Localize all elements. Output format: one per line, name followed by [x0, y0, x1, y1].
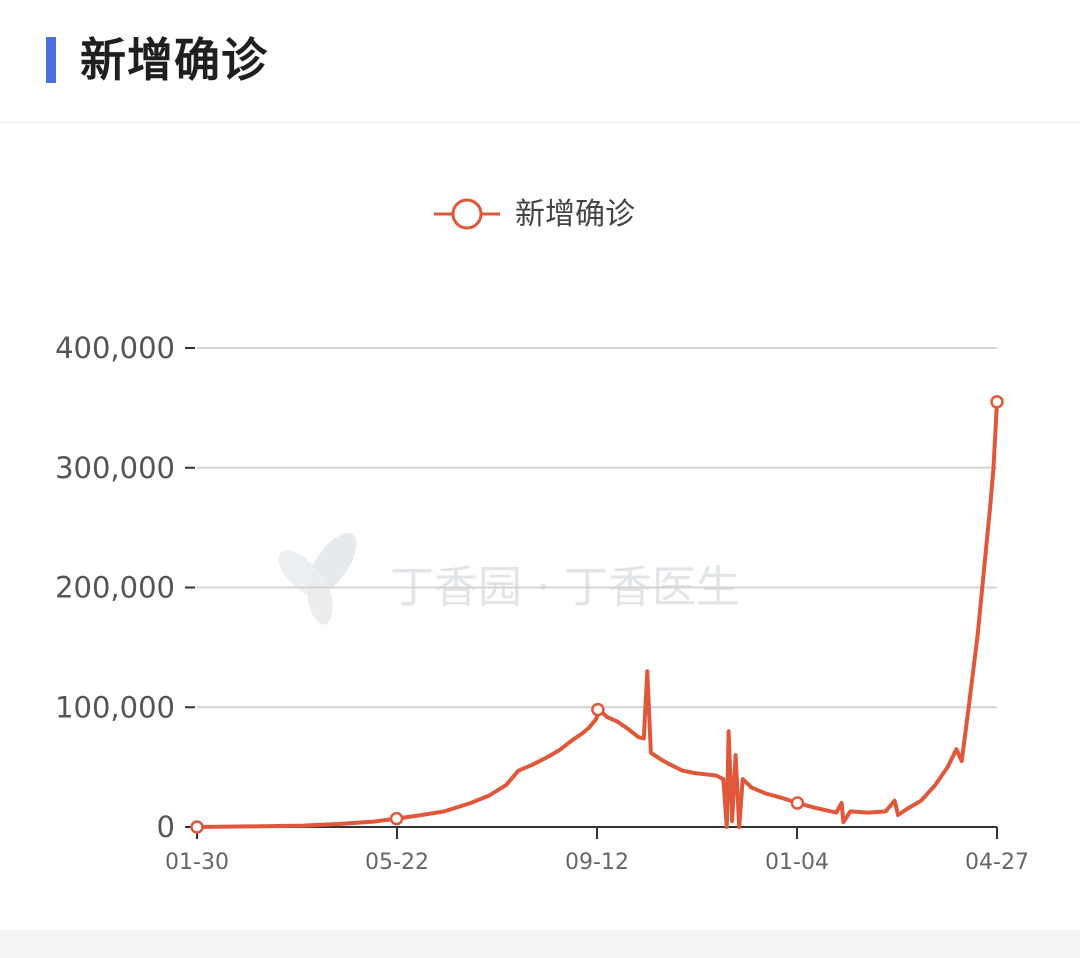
series-point	[591, 702, 605, 717]
series-layer	[190, 395, 1004, 834]
y-tick-label: 200,000	[55, 571, 175, 605]
series-point	[790, 796, 805, 810]
x-tick-label: 09-12	[565, 850, 629, 875]
axes	[185, 347, 998, 839]
series-point	[990, 395, 1004, 409]
header: 新增确诊	[0, 0, 1080, 123]
x-axis-labels: 01-30 05-22 09-12 01-04 04-27	[165, 850, 1029, 875]
y-tick-label: 100,000	[55, 690, 175, 724]
chart: 丁香园 · 丁香医生 0 100,000 200,000 300,000 400,000…	[55, 197, 1029, 875]
x-tick-label: 05-22	[365, 850, 429, 875]
y-axis-labels: 0 100,000 200,000 300,000 400,000	[55, 331, 175, 844]
series-point	[389, 811, 404, 826]
series-line-new-confirmed	[196, 401, 999, 829]
y-tick-label: 300,000	[55, 451, 175, 485]
grid	[197, 347, 997, 709]
y-tick-label: 0	[157, 810, 175, 844]
legend-label: 新增确诊	[515, 197, 635, 232]
footer-band	[0, 930, 1080, 958]
x-tick-label: 01-30	[165, 850, 229, 875]
y-tick-label: 400,000	[55, 331, 175, 365]
title-accent-bar	[46, 37, 56, 83]
series-point	[190, 820, 204, 834]
watermark: 丁香园 · 丁香医生	[278, 533, 740, 625]
x-tick-label: 01-04	[765, 850, 829, 875]
legend-marker	[451, 198, 483, 230]
watermark-flower-icon	[278, 533, 357, 625]
x-tick-label: 04-27	[965, 850, 1029, 875]
legend[interactable]: 新增确诊	[434, 197, 635, 232]
page-title: 新增确诊	[80, 33, 268, 87]
